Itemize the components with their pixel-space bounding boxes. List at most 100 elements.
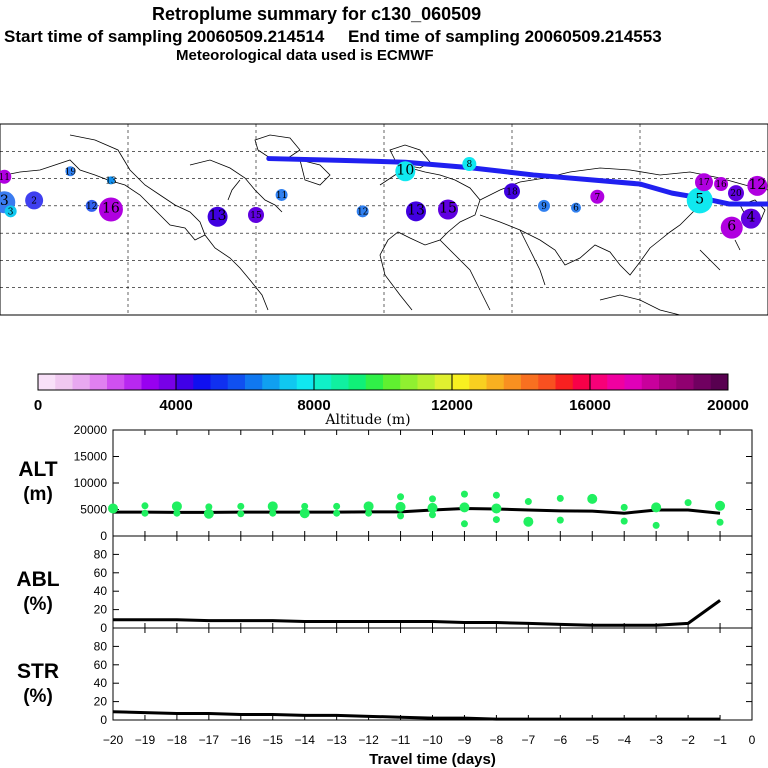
plume-point [173,509,181,517]
x-tick-label: −20 [103,733,124,747]
colorbar-cell [538,374,556,390]
panel-frame [112,627,753,721]
x-tick-label: −5 [585,733,599,747]
panel-abl: 0 20 40 60 80 ABL (%) [16,535,753,635]
plume-point [397,493,405,501]
plume-point [365,509,373,517]
time-series-panels: 0 5000 10000 15000 20000 ALT (m) 0 20 40 60 80 ABL (%… [16,423,755,768]
plume-marker: 20 [728,185,744,202]
plume-marker-dot [438,199,458,220]
x-tick-label: −17 [199,733,220,747]
y-tick-label: 80 [94,639,108,653]
plume-marker-dot [0,169,12,184]
plume-marker-dot [248,206,264,223]
plume-marker-dot [720,216,743,239]
panel-label-name: STR [17,660,59,683]
x-axis-title: Travel time (days) [369,751,496,768]
plume-marker: 12 [747,175,768,196]
plume-marker-dot [504,183,520,200]
plume-marker-dot [4,205,17,218]
plume-marker: 3 [4,205,17,218]
plume-marker-label: 15 [250,211,262,221]
plume-point [299,508,310,519]
plume-point [620,517,628,525]
plume-marker-label: 13 [407,202,425,218]
plume-point [427,502,438,513]
plume-point [652,521,660,529]
colorbar-cell [279,374,298,390]
colorbar-cell [521,374,539,390]
plume-point [523,516,534,527]
panel-alt: 0 5000 10000 15000 20000 ALT (m) [18,423,753,543]
colorbar-cell [348,374,367,390]
colorbar-cell [193,374,211,390]
plume-point [715,500,726,511]
colorbar-cell [452,374,470,390]
colorbar-cell [434,374,453,390]
colorbar-cell [245,374,263,390]
x-tick-label: −14 [295,733,316,747]
plume-point [301,502,309,510]
plume-marker-dot [65,166,76,177]
colorbar-frame [37,373,729,391]
colorbar-cell [55,374,73,390]
plume-marker: 11 [275,188,288,201]
x-tick-label: −13 [326,733,347,747]
plume-point [333,502,341,510]
colorbar-cell [469,374,487,390]
series-line-abl [113,599,721,627]
colorbar-cell [38,374,56,390]
plume-point [395,501,406,512]
plume-marker-label: 11 [276,191,287,201]
colorbar-tick-label: 8000 [297,397,330,414]
colorbar-cell [486,374,505,390]
panel-label-unit: (%) [23,594,53,615]
colorbar-cell [158,374,177,390]
plume-marker-dot [395,161,416,182]
panel-label-unit: (m) [23,484,53,505]
plume-marker-dot [571,202,581,213]
plume-marker-dot [538,199,550,212]
plume-marker: 9 [538,199,550,212]
colorbar-cell [659,374,677,390]
colorbar-cell [607,374,625,390]
panel-frame [112,535,753,629]
colorbar-cell [676,374,694,390]
plume-marker: 4 [740,208,761,229]
series-line-mean-altitude [113,506,721,515]
colorbar-cell [400,374,418,390]
y-tick-label: 15000 [74,450,108,464]
x-tick-label: −12 [358,733,379,747]
colorbar-title: Altitude (m) [324,412,410,428]
colorbar-cell [710,374,729,390]
plume-marker-dot [356,205,369,218]
plume-point [556,516,564,524]
plume-marker: 17 [695,173,713,192]
plume-marker-label: 4 [746,210,755,226]
plume-marker: 16 [714,177,729,192]
plume-marker-label: 11 [0,173,10,183]
colorbar-cell [89,374,108,390]
panel-label-name: ABL [16,568,59,591]
colorbar-cell [555,374,574,390]
plume-marker: 13 [406,201,426,222]
plume-marker-dot [207,206,228,227]
y-tick-label: 0 [100,621,107,635]
plume-marker-label: 13 [105,176,117,186]
sampling-times: Start time of sampling 20060509.214514 E… [4,27,662,46]
plume-marker-label: 9 [541,202,547,212]
plume-marker-label: 5 [695,191,704,207]
plume-point [556,494,564,502]
colorbar-tick-label: 12000 [431,397,473,414]
plume-point [267,501,278,512]
colorbar-cell [572,374,591,390]
plume-marker-label: 17 [698,178,710,188]
y-tick-label: 40 [94,584,108,598]
y-tick-label: 20000 [74,423,108,437]
plume-marker: 13 [105,176,117,186]
colorbar-cell [641,374,660,390]
plume-marker: 8 [462,157,477,172]
y-tick-label: 5000 [80,503,107,517]
colorbar-cell [72,374,91,390]
colorbar-cell [417,374,436,390]
